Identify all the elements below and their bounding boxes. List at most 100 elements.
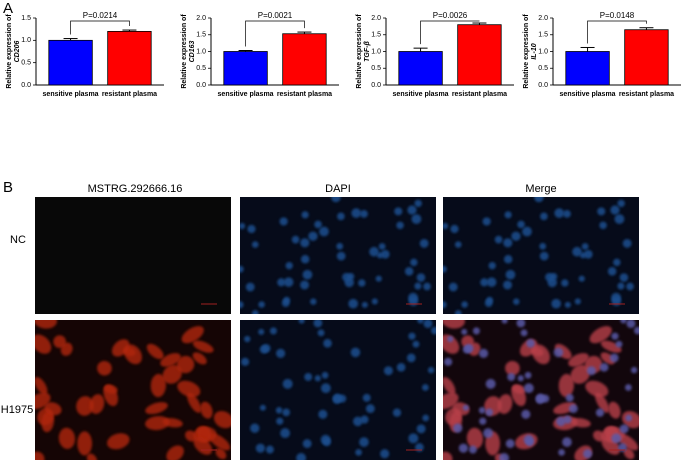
cell [35, 320, 58, 329]
y-tick-label: 1.5 [196, 32, 206, 39]
nucleus [347, 272, 355, 281]
nucleus [275, 348, 286, 358]
row-label: NC [10, 234, 26, 246]
cell [53, 335, 66, 349]
cell [443, 334, 460, 354]
nucleus [383, 366, 393, 376]
nucleus [539, 242, 547, 250]
cell [76, 396, 94, 416]
nucleus [378, 243, 386, 250]
panel-label: B [3, 179, 13, 196]
nucleus [478, 348, 489, 358]
nucleus [554, 208, 565, 218]
x-tick-label: sensitive plasma [218, 91, 274, 98]
nucleus [619, 424, 629, 434]
nucleus [276, 417, 284, 425]
y-tick-label: 2.0 [538, 15, 548, 22]
nucleus [240, 222, 246, 230]
nucleus [240, 301, 244, 309]
nucleus [562, 437, 572, 447]
nucleus [563, 209, 571, 218]
nucleus [472, 327, 480, 335]
nucleus [611, 332, 619, 340]
nucleus [336, 251, 346, 261]
nucleus [314, 375, 321, 382]
cell [443, 451, 453, 460]
micrograph [240, 320, 436, 460]
nucleus [321, 371, 329, 379]
nucleus [300, 280, 310, 290]
nucleus [255, 443, 266, 453]
cell [103, 384, 119, 407]
nucleus [396, 362, 406, 372]
nucleus [583, 449, 593, 459]
nucleus [478, 407, 486, 414]
nucleus [310, 298, 317, 305]
micrograph [35, 320, 231, 460]
nucleus [572, 246, 582, 257]
cell [585, 380, 609, 398]
nucleus [240, 265, 244, 273]
nucleus [556, 416, 566, 427]
micrograph-bg [240, 320, 436, 460]
nucleus [304, 372, 313, 381]
nucleus [540, 212, 548, 221]
nucleus [507, 372, 516, 381]
nucleus [291, 235, 300, 244]
nucleus [348, 298, 358, 309]
nucleus [396, 221, 404, 230]
bar [282, 33, 327, 86]
cell [185, 430, 197, 442]
y-tick-label: 0.0 [538, 82, 548, 89]
nucleus [283, 277, 294, 287]
nucleus [443, 301, 447, 309]
nucleus [599, 362, 609, 372]
nucleus [444, 357, 453, 366]
micrograph [35, 197, 231, 314]
nucleus [522, 226, 532, 237]
nucleus [624, 384, 632, 391]
nucleus [365, 404, 375, 414]
cell [35, 451, 45, 460]
nucleus [597, 207, 606, 216]
nucleus [414, 282, 422, 290]
nucleus [419, 239, 429, 248]
nucleus [564, 301, 571, 308]
nucleus [250, 423, 260, 433]
nucleus [361, 301, 368, 308]
nucleus [547, 277, 558, 288]
nucleus [258, 328, 265, 335]
nucleus [337, 212, 345, 221]
panel-label: A [3, 0, 13, 17]
cell [35, 392, 51, 410]
nucleus [355, 449, 362, 456]
cell [35, 334, 52, 354]
p-value: P=0.0148 [600, 11, 635, 20]
y-tick-label: 0.0 [371, 82, 381, 89]
nucleus [380, 449, 390, 459]
y-tick-label: 0.5 [21, 60, 31, 67]
y-tick-label: 0.0 [196, 82, 206, 89]
x-tick-label: sensitive plasma [393, 91, 449, 98]
cell [160, 353, 181, 367]
cell [192, 352, 207, 365]
nucleus [369, 246, 379, 257]
nucleus [504, 211, 512, 219]
nucleus [380, 249, 390, 259]
nucleus [351, 208, 362, 218]
nucleus [453, 423, 463, 433]
nucleus [308, 231, 318, 241]
column-header: Merge [525, 183, 556, 195]
y-axis-label: TGF-β [364, 41, 371, 62]
nucleus [423, 320, 433, 329]
nucleus [323, 338, 332, 348]
nucleus [265, 445, 274, 454]
nucleus [534, 197, 544, 203]
nucleus [414, 199, 422, 208]
cell [166, 445, 184, 460]
cell [123, 344, 142, 365]
nucleus [488, 261, 496, 270]
nucleus [416, 273, 426, 282]
nucleus [450, 224, 459, 234]
